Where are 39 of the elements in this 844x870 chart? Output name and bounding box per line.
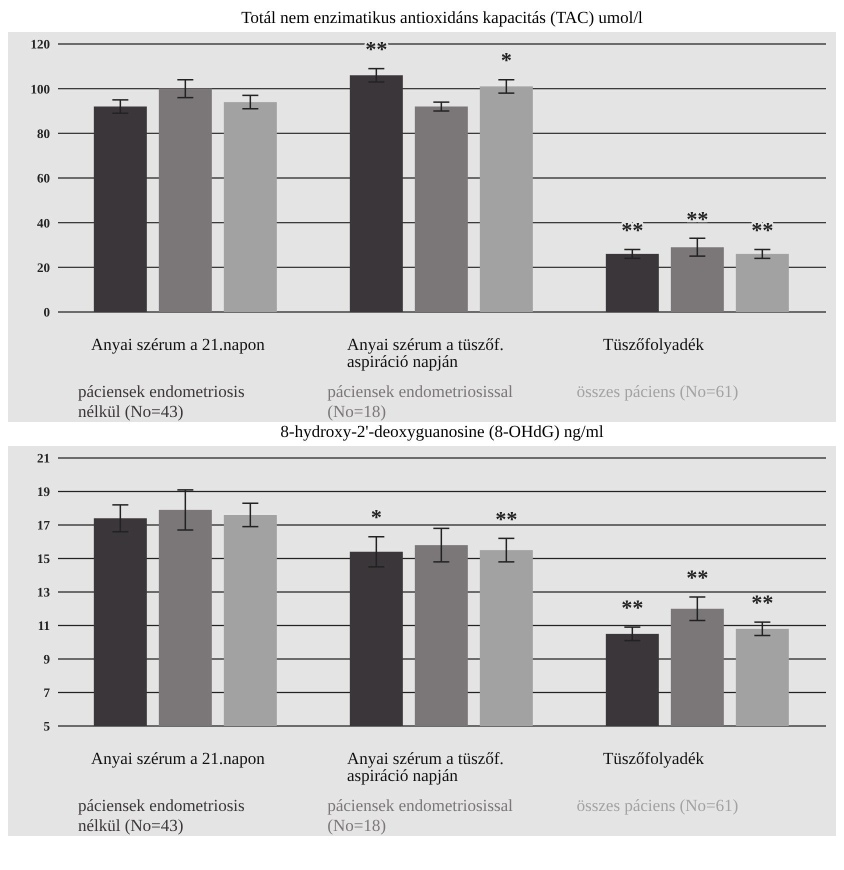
chart-title: Totál nem enzimatikus antioxidáns kapacitás (TAC) umol/l [240,8,644,29]
y-tick-label: 80 [37,126,50,141]
y-tick-label: 15 [37,551,50,566]
x-tick-label: Anyai szérum a 21.napon [91,749,266,768]
x-tick-label: Tüszőfolyadék [603,335,705,354]
y-tick-label: 21 [37,450,50,466]
text: páciensek endometriosis nélkül (No=43) [78,796,246,836]
data-label: ** [621,217,644,242]
y-tick-label: 13 [37,584,50,600]
text: összes páciens (No=61) [576,382,740,403]
text: páciensek endometriosis nélkül (No=43) [78,382,246,422]
x-tick-label: Anyai szérum a tüszőf. aspiráció napján [347,749,504,786]
y-tick-label: 20 [37,260,50,275]
text: összes páciens (No=61) [576,796,740,817]
y-tick-label: 17 [37,518,50,533]
y-tick-label: 9 [44,652,50,667]
y-tick-label: 7 [44,685,50,700]
data-label: * [500,48,512,73]
data-label: ** [751,590,774,616]
y-tick-label: 19 [37,484,50,500]
y-tick-label: 40 [37,215,50,230]
data-label: ** [751,217,774,242]
y-tick-label: 5 [44,718,50,734]
x-tick-label: Anyai szérum a 21.napon [91,335,266,354]
data-label: ** [495,506,518,532]
y-tick-label: 0 [44,304,50,320]
data-label: * [370,504,382,530]
data-label: ** [621,595,644,620]
y-tick-label: 100 [30,81,50,96]
text: páciensek endometriosissal (No=18) [327,382,514,422]
data-label: ** [686,206,708,232]
chart-title: 8-hydroxy-2'-deoxyguanosine (8-OHdG) ng/ml [279,422,605,443]
data-label: ** [686,565,708,590]
x-tick-label: Anyai szérum a tüszőf. aspiráció napján [347,335,504,372]
y-tick-label: 11 [38,618,50,634]
y-tick-label: 60 [37,170,50,186]
y-tick-label: 120 [30,36,50,52]
text: páciensek endometriosissal (No=18) [327,796,514,836]
x-tick-label: Tüszőfolyadék [603,749,705,768]
